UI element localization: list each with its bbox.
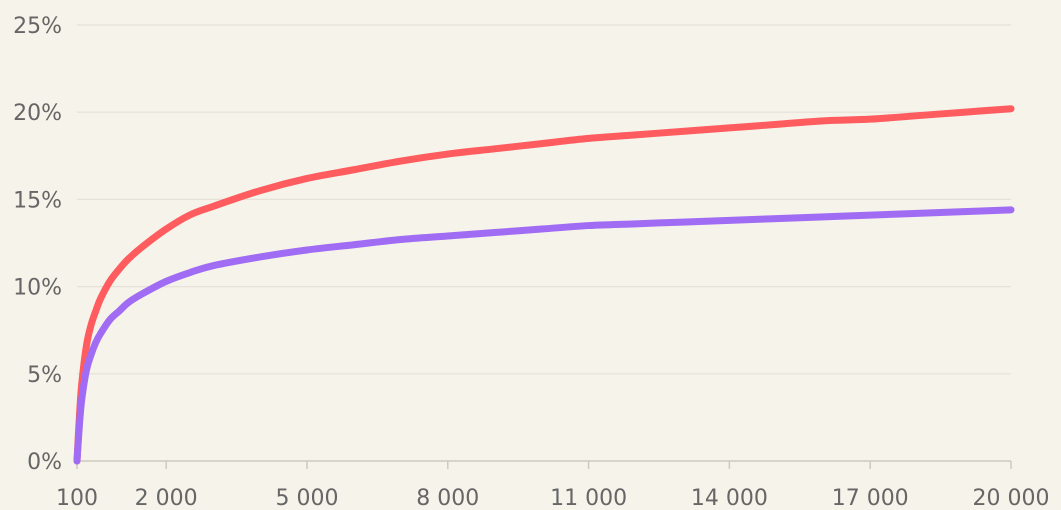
y-tick-label: 25%: [13, 14, 62, 39]
x-tick-label: 100: [56, 486, 98, 510]
x-tick-label: 11 000: [550, 486, 627, 510]
x-axis: [76, 460, 1012, 469]
series-2-line: [73, 206, 1015, 465]
x-tick-label: 5 000: [275, 486, 338, 510]
x-axis-labels: 100 2 000 5 000 8 000 11 000 14 000 17 000 20 0…: [56, 486, 1049, 510]
y-tick-label: 5%: [27, 363, 62, 388]
y-tick-label: 10%: [13, 276, 62, 301]
series-layer: [73, 105, 1015, 465]
x-tick-label: 17 000: [832, 486, 909, 510]
x-tick-label: 14 000: [691, 486, 768, 510]
y-tick-label: 15%: [13, 188, 62, 213]
x-tick-label: 20 000: [973, 486, 1050, 510]
grid-layer: [77, 24, 1011, 375]
series-1-line: [73, 105, 1015, 465]
x-tick-label: 8 000: [416, 486, 479, 510]
x-tick-label: 2 000: [135, 486, 198, 510]
y-tick-label: 0%: [27, 450, 62, 475]
y-axis-labels: 0% 5% 10% 15% 20% 25%: [13, 14, 62, 475]
y-tick-label: 20%: [13, 101, 62, 126]
